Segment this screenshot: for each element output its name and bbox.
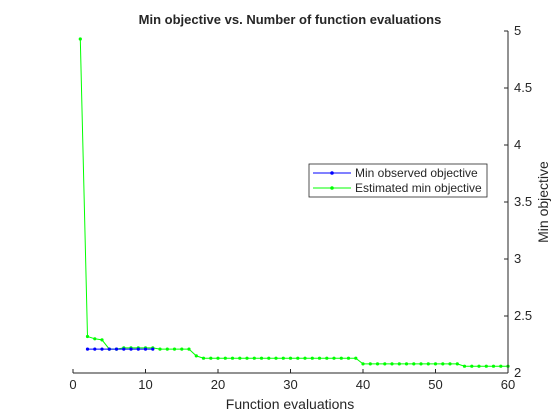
x-axis-label: Function evaluations: [226, 396, 354, 412]
data-point-estimated-min: [499, 364, 503, 368]
data-point-estimated-min: [194, 354, 198, 358]
legend-marker-observed: [330, 171, 334, 175]
legend-box: [308, 163, 488, 198]
data-point-estimated-min: [259, 356, 264, 360]
plot-area: [73, 31, 508, 373]
chart-title: Min objective vs. Number of function eva…: [139, 12, 442, 27]
data-point-estimated-min: [180, 347, 184, 351]
data-point-estimated-min: [375, 362, 380, 366]
x-tick-label: 10: [138, 377, 152, 392]
y-tick-layer: 2 2.5 3 3.5 4 4.5 5: [504, 23, 532, 380]
data-point-estimated-min: [85, 334, 90, 339]
data-point-estimated-min: [441, 362, 445, 366]
series-layer: [78, 37, 510, 368]
data-point-estimated-min: [209, 356, 213, 360]
data-point-estimated-min: [223, 356, 227, 360]
data-point-estimated-min: [165, 347, 169, 351]
x-tick-label: 60: [501, 377, 515, 392]
data-point-min-observed: [93, 347, 97, 351]
data-point-estimated-min: [462, 364, 467, 368]
data-point-estimated-min: [230, 356, 235, 360]
data-point-estimated-min: [397, 362, 401, 366]
x-tick-label: 20: [211, 377, 225, 392]
data-point-estimated-min: [303, 356, 307, 360]
data-point-estimated-min: [455, 362, 459, 366]
data-point-min-observed: [122, 347, 126, 351]
data-point-min-observed: [114, 347, 119, 351]
data-point-estimated-min: [361, 362, 365, 366]
y-tick-label: 2: [514, 365, 521, 380]
legend-label-estimated: Estimated min objective: [355, 181, 482, 195]
data-point-min-observed: [100, 347, 104, 351]
data-point-estimated-min: [187, 347, 191, 351]
x-tick-label: 50: [428, 377, 442, 392]
data-point-estimated-min: [332, 356, 336, 360]
y-tick-label: 4.5: [514, 80, 532, 95]
data-point-estimated-min: [93, 337, 97, 341]
data-point-estimated-min: [368, 362, 372, 366]
y-tick-label: 3.5: [514, 194, 532, 209]
data-point-estimated-min: [404, 362, 409, 366]
data-point-estimated-min: [274, 356, 278, 360]
data-point-estimated-min: [484, 364, 488, 368]
data-point-estimated-min: [491, 364, 496, 368]
data-point-estimated-min: [172, 347, 177, 351]
data-point-estimated-min: [325, 356, 329, 360]
data-point-estimated-min: [288, 356, 293, 360]
y-axis-label: Min objective: [535, 161, 551, 243]
y-tick-label: 2.5: [514, 308, 532, 323]
data-point-estimated-min: [267, 356, 271, 360]
data-point-estimated-min: [216, 356, 220, 360]
y-tick-label: 5: [514, 23, 521, 38]
data-point-estimated-min: [354, 356, 358, 360]
legend: Min observed objective Estimated min obj…: [308, 163, 488, 198]
data-point-estimated-min: [100, 338, 104, 342]
data-point-estimated-min: [339, 356, 343, 360]
data-point-estimated-min: [470, 364, 474, 368]
data-point-estimated-min: [252, 356, 256, 360]
data-point-estimated-min: [296, 356, 300, 360]
data-point-estimated-min: [412, 362, 416, 366]
data-point-estimated-min: [317, 356, 322, 360]
data-point-min-observed: [129, 347, 133, 351]
data-point-estimated-min: [390, 362, 394, 366]
data-point-estimated-min: [383, 362, 387, 366]
data-point-estimated-min: [419, 362, 423, 366]
data-point-estimated-min: [310, 356, 314, 360]
x-tick-label: 0: [69, 377, 76, 392]
data-point-estimated-min: [426, 362, 430, 366]
x-tick-label: 40: [356, 377, 370, 392]
data-point-estimated-min: [238, 356, 242, 360]
data-point-min-observed: [143, 347, 148, 351]
data-point-estimated-min: [78, 37, 82, 41]
data-point-min-observed: [151, 347, 155, 351]
x-tick-label: 30: [283, 377, 297, 392]
x-tick-layer: 0 10 20 30 40 50 60: [69, 369, 515, 392]
data-point-estimated-min: [346, 356, 351, 360]
legend-marker-estimated: [330, 186, 334, 190]
data-point-min-observed: [107, 347, 111, 351]
data-point-estimated-min: [281, 356, 285, 360]
data-point-estimated-min: [245, 356, 249, 360]
data-point-estimated-min: [477, 364, 481, 368]
data-point-min-observed: [136, 347, 140, 351]
data-point-min-observed: [85, 347, 90, 351]
data-point-estimated-min: [201, 356, 206, 360]
y-tick-label: 3: [514, 251, 521, 266]
data-point-estimated-min: [448, 362, 452, 366]
legend-label-observed: Min observed objective: [355, 166, 478, 180]
data-point-estimated-min: [158, 347, 162, 351]
y-tick-label: 4: [514, 137, 521, 152]
data-point-estimated-min: [433, 362, 438, 366]
